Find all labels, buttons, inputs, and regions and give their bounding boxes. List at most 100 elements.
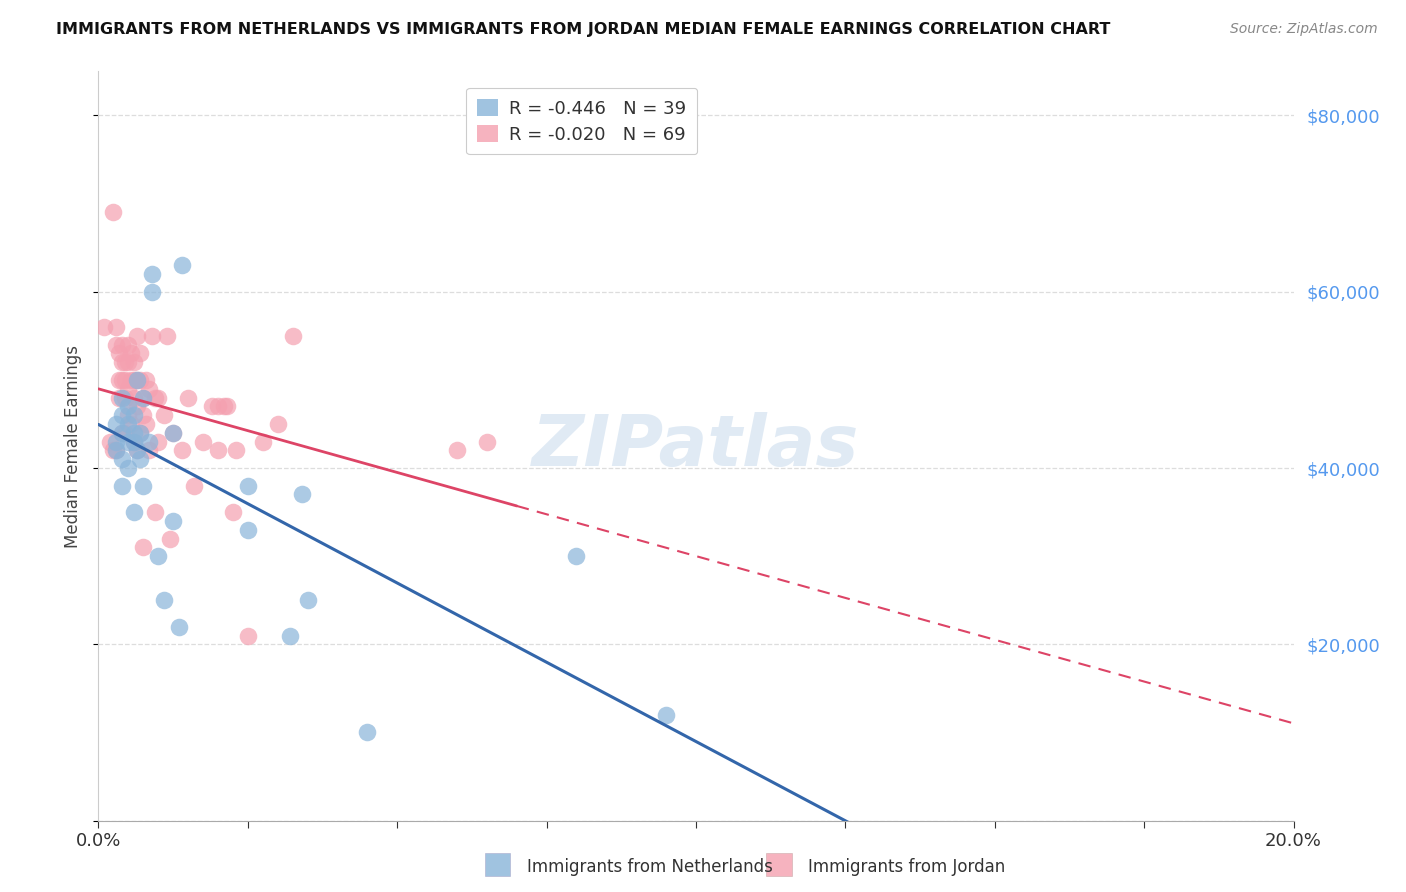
Point [167,620,190,634]
Point [105,337,128,351]
Point [105,320,128,334]
Point [141,328,163,343]
Point [252,434,274,449]
Point [111,425,134,440]
Point [212,400,235,414]
Point [117,417,139,431]
Point [117,408,139,422]
Point [297,593,319,607]
Point [127,373,149,387]
Point [236,478,259,492]
Point [124,391,146,405]
Point [655,707,678,722]
Text: Source: ZipAtlas.com: Source: ZipAtlas.com [1230,22,1378,37]
Point [124,408,146,422]
Point [236,523,259,537]
Point [143,505,166,519]
Point [141,285,163,299]
Point [111,391,134,405]
Point [127,328,149,343]
Point [129,425,152,440]
Point [127,443,149,458]
Point [129,346,152,360]
Point [446,443,468,458]
Point [124,434,146,449]
Point [120,373,142,387]
Text: IMMIGRANTS FROM NETHERLANDS VS IMMIGRANTS FROM JORDAN MEDIAN FEMALE EARNINGS COR: IMMIGRANTS FROM NETHERLANDS VS IMMIGRANT… [56,22,1111,37]
Point [183,478,205,492]
Point [124,505,146,519]
Point [138,443,160,458]
Point [281,328,304,343]
Point [117,400,139,414]
Point [207,400,229,414]
Point [93,320,115,334]
Point [207,443,229,458]
Point [159,532,181,546]
Point [148,549,170,564]
Point [225,443,247,458]
Point [108,346,131,360]
Point [132,391,155,405]
Point [105,443,128,458]
Point [108,373,131,387]
Point [278,628,301,642]
Point [114,373,136,387]
Point [356,725,378,739]
Point [111,452,134,467]
Point [267,417,290,431]
Y-axis label: Median Female Earnings: Median Female Earnings [65,344,83,548]
Point [475,434,498,449]
Point [129,425,152,440]
Point [124,425,146,440]
Point [105,434,128,449]
Point [141,267,163,281]
Point [117,337,139,351]
Point [143,391,166,405]
Point [236,628,259,642]
Point [111,425,134,440]
Point [191,434,214,449]
Point [177,391,200,405]
Point [172,258,194,272]
Point [111,408,134,422]
Point [124,355,146,369]
Point [129,373,152,387]
Point [127,373,149,387]
Point [117,461,139,475]
Legend: R = -0.446   N = 39, R = -0.020   N = 69: R = -0.446 N = 39, R = -0.020 N = 69 [465,88,697,154]
Point [114,355,136,369]
Text: Immigrants from Jordan: Immigrants from Jordan [808,858,1005,876]
Point [162,425,184,440]
Point [103,205,125,219]
Point [162,425,184,440]
Point [138,382,160,396]
Point [111,337,134,351]
Point [120,417,142,431]
Point [132,391,155,405]
Point [132,478,155,492]
Point [117,382,139,396]
Point [124,373,146,387]
Point [138,434,160,449]
Point [565,549,588,564]
Text: ZIPatlas: ZIPatlas [533,411,859,481]
Point [172,443,194,458]
Point [156,328,179,343]
Point [114,391,136,405]
Point [127,443,149,458]
Point [105,443,128,458]
Point [132,541,155,555]
Point [153,408,176,422]
Point [135,373,157,387]
Point [162,514,184,528]
Point [153,593,176,607]
Point [148,391,170,405]
Point [148,434,170,449]
Point [135,417,157,431]
Point [127,400,149,414]
Point [117,434,139,449]
Point [114,425,136,440]
Point [103,443,125,458]
Point [291,487,314,501]
